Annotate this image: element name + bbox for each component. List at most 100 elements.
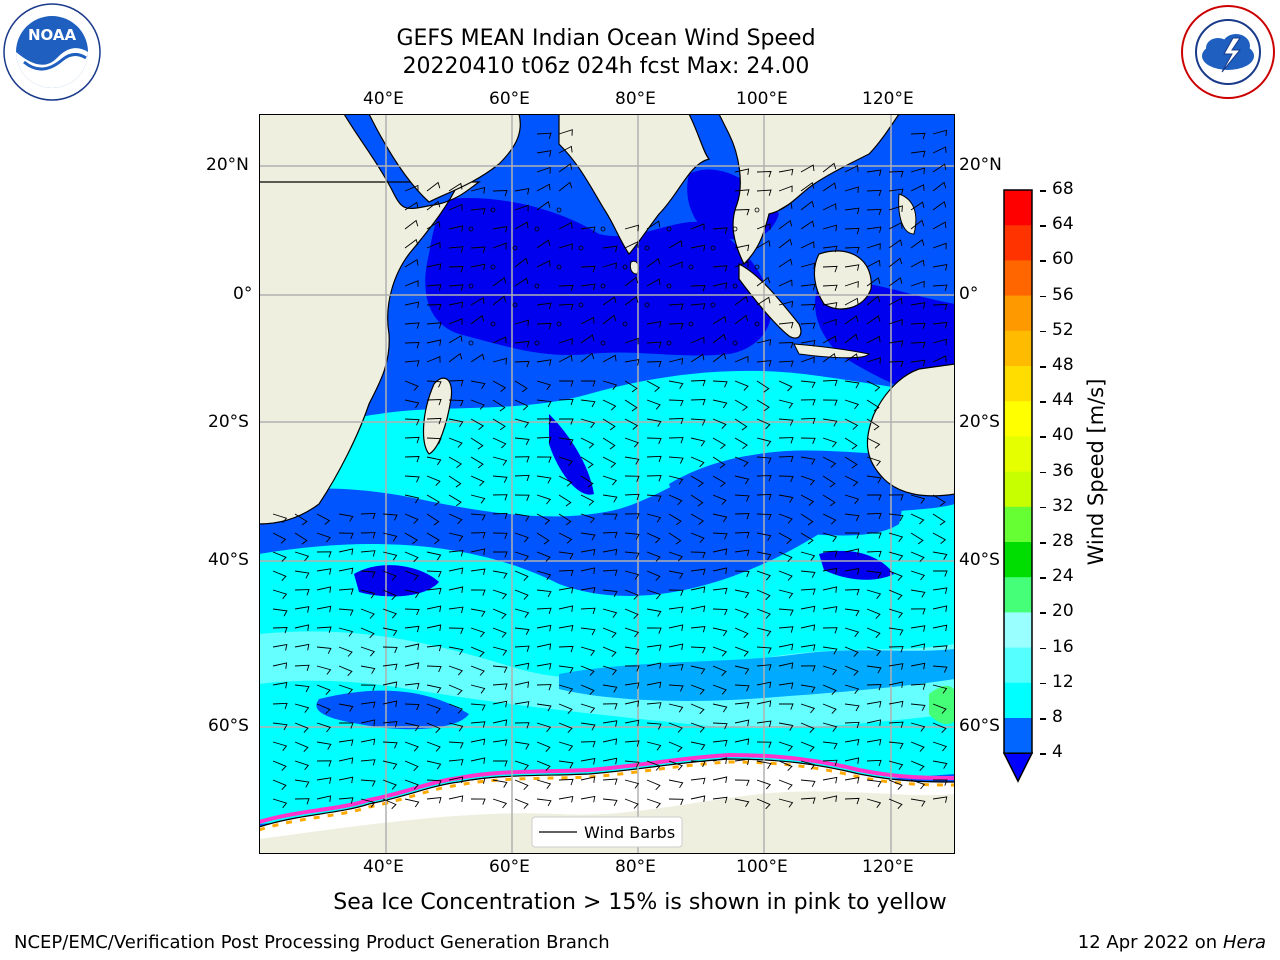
wind-barb: [404, 779, 419, 790]
wind-barb: [558, 513, 572, 526]
wind-barb: [294, 606, 310, 613]
wind-barb: [404, 399, 420, 409]
wind-barb: [800, 532, 814, 545]
wind-barb: [404, 570, 419, 581]
wind-barb: [844, 797, 860, 805]
wind-barb: [426, 263, 442, 270]
wind-barb: [404, 643, 420, 650]
wind-barb: [690, 437, 706, 447]
wind-barb: [866, 759, 882, 767]
wind-barb: [426, 532, 440, 545]
wind-barb: [646, 320, 662, 328]
wind-barb: [932, 163, 947, 173]
map-layers: [259, 114, 955, 854]
wind-barb: [404, 418, 420, 426]
wind-barb: [844, 738, 860, 746]
wind-barb: [778, 258, 793, 268]
wind-barb: [712, 399, 728, 409]
wind-barb: [932, 321, 948, 329]
wind-barb: [910, 341, 926, 349]
wind-barb: [602, 778, 618, 785]
wind-barb: [822, 399, 838, 406]
wind-barb: [866, 608, 881, 619]
wind-barb: [558, 684, 574, 695]
wind-barb: [382, 700, 398, 708]
wind-barb: [580, 567, 596, 574]
wind-barb: [470, 314, 485, 325]
wind-barb: [360, 798, 376, 808]
wind-barb: [558, 586, 574, 594]
colorbar-tick-mark: [1040, 718, 1046, 720]
wind-barb: [690, 741, 706, 751]
wind-barb: [932, 494, 946, 507]
lat-label-right-40s: 40°S: [959, 550, 1000, 570]
wind-barb: [272, 627, 288, 634]
wind-barb: [800, 283, 816, 291]
wind-barb: [536, 132, 552, 140]
wind-barb-calm: [710, 302, 716, 308]
wind-barb: [580, 795, 596, 803]
wind-barb-calm: [468, 226, 474, 232]
wind-barb: [822, 302, 838, 309]
wind-barb: [382, 513, 398, 521]
wind-barb: [426, 570, 442, 578]
wind-barb: [646, 220, 661, 230]
wind-barb: [866, 646, 882, 657]
wind-barb: [646, 532, 661, 544]
wind-barb: [734, 261, 749, 268]
wind-barb: [734, 719, 750, 727]
wind-barb: [404, 301, 420, 309]
wind-barb: [932, 722, 947, 734]
wind-barb: [470, 738, 486, 746]
wind-barb: [426, 475, 441, 486]
colorbar-segment: [1004, 436, 1032, 473]
colorbar-segment: [1004, 190, 1032, 226]
wind-barb: [712, 513, 728, 523]
wind-barb: [272, 589, 288, 600]
wind-barb: [492, 242, 507, 250]
wind-barb: [756, 720, 772, 728]
wind-barb: [492, 532, 508, 540]
wind-barb: [316, 551, 332, 558]
wind-barb: [822, 203, 837, 211]
wind-barb: [712, 494, 727, 506]
wind-barb: [778, 532, 793, 544]
wind-barb: [778, 760, 793, 772]
wind-barb: [734, 513, 750, 520]
wind-barb: [536, 494, 552, 505]
wind-barb: [558, 778, 574, 786]
sea-ice-note: Sea Ice Concentration > 15% is shown in …: [333, 890, 947, 915]
wind-barb: [360, 608, 375, 619]
lat-label-left-0: 0°: [233, 284, 253, 304]
lon-label-bottom-80e: 80°E: [615, 857, 656, 877]
wind-barb: [448, 703, 463, 714]
wind-barb: [426, 741, 441, 752]
wind-barb: [470, 246, 486, 253]
wind-barb: [558, 181, 573, 192]
lat-label-left-40s: 40°S: [208, 550, 249, 570]
wind-barb: [558, 380, 574, 387]
wind-barb: [932, 304, 948, 311]
wind-barb: [646, 257, 661, 268]
wind-barb: [580, 316, 595, 325]
wind-barb: [514, 188, 530, 195]
wind-barb: [888, 277, 903, 287]
wind-barb: [690, 605, 706, 613]
colorbar-tick-mark: [1040, 436, 1046, 438]
wind-barb: [800, 665, 816, 672]
wind-barb: [866, 589, 882, 599]
wind-barb: [734, 295, 749, 306]
colorbar-tick-mark: [1040, 577, 1046, 579]
wind-barb: [866, 798, 882, 808]
wind-barb: [910, 280, 925, 288]
wind-barb: [624, 513, 640, 520]
wind-barb: [690, 379, 706, 387]
wind-barb: [910, 760, 925, 772]
wind-barb: [866, 684, 882, 691]
wind-barb: [646, 798, 661, 809]
wind-barb: [910, 741, 925, 752]
wind-barb: [624, 380, 638, 393]
wind-barb: [800, 722, 815, 734]
wind-barb: [426, 456, 442, 466]
wind-barb: [294, 760, 310, 771]
